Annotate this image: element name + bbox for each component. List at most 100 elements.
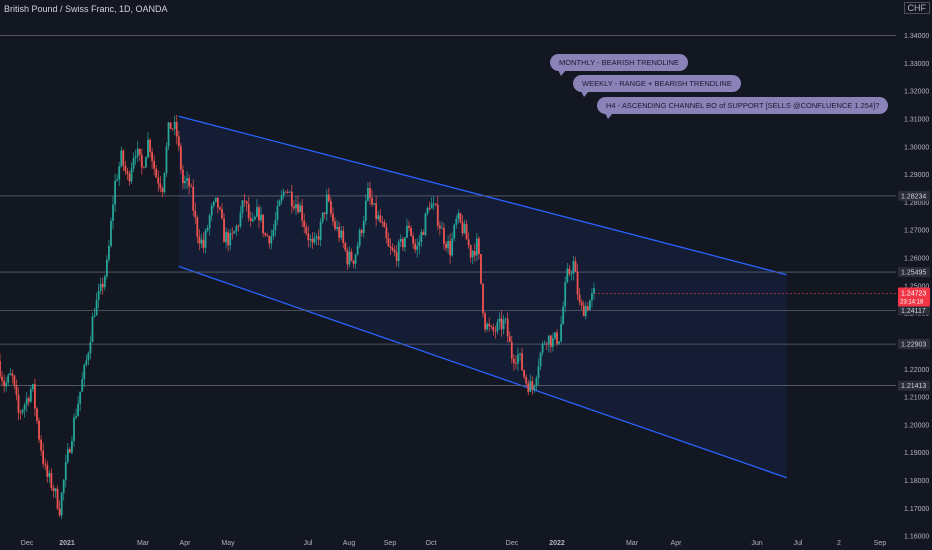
candle-body	[83, 364, 86, 380]
candle-body	[360, 230, 363, 233]
candle-body	[93, 315, 96, 317]
candle-body	[309, 238, 312, 241]
candle-body	[449, 241, 452, 256]
x-tick-label: Sep	[874, 540, 887, 547]
level-tag-label: 1.21413	[901, 383, 926, 390]
candle-body	[284, 191, 287, 193]
candle-body	[293, 206, 295, 209]
candle-body	[79, 391, 82, 404]
candle-body	[486, 323, 489, 330]
candle-body	[71, 440, 73, 453]
candle-body	[27, 398, 30, 402]
candle-body	[323, 212, 326, 214]
candle-body	[260, 214, 262, 221]
candle-body	[379, 215, 382, 222]
candle-body	[327, 194, 330, 202]
candle-body	[317, 236, 320, 240]
candle-body	[48, 473, 51, 477]
candle-body	[169, 122, 172, 129]
candle-body	[256, 207, 258, 217]
candle-body	[537, 366, 540, 378]
candle-body	[346, 250, 349, 265]
candle-body	[177, 136, 180, 147]
candle-body	[325, 194, 328, 214]
candle-body	[319, 221, 322, 240]
candle-body	[229, 233, 232, 246]
candle-body	[194, 210, 197, 218]
candle-body	[165, 146, 168, 173]
candle-body	[136, 148, 139, 157]
candle-body	[266, 234, 269, 237]
candle-body	[500, 318, 503, 330]
candle-body	[428, 207, 431, 209]
candle-body	[155, 168, 158, 178]
candle-body	[110, 220, 112, 246]
candle-body	[578, 294, 581, 303]
candle-body	[214, 197, 217, 202]
candle-body	[237, 226, 240, 227]
candle-body	[288, 191, 291, 193]
candle-body	[161, 188, 164, 193]
y-tick-label: 1.30000	[904, 144, 929, 151]
candle-body	[52, 487, 55, 492]
candle-body	[527, 383, 530, 392]
current-price-tag	[898, 287, 930, 307]
candle-body	[258, 207, 260, 221]
candle-body	[461, 221, 464, 234]
candle-body	[241, 200, 244, 213]
candle-body	[297, 204, 299, 213]
candle-body	[545, 343, 548, 345]
candle-body	[124, 165, 127, 171]
note-monthly[interactable]: MONTHLY - BEARISH TRENDLINE	[550, 54, 689, 76]
candle-body	[338, 226, 341, 238]
candle-body	[475, 238, 478, 256]
x-tick-label: Oct	[426, 540, 437, 547]
candle-body	[502, 319, 505, 330]
candle-body	[44, 463, 47, 465]
candle-body	[445, 243, 447, 249]
candle-body	[477, 238, 480, 255]
y-tick-label: 1.28000	[904, 200, 929, 207]
candle-body	[350, 251, 353, 261]
candle-body	[15, 385, 18, 396]
candle-body	[576, 271, 579, 295]
candle-body	[391, 247, 394, 251]
channel-upper-line	[178, 115, 787, 276]
candle-body	[455, 218, 458, 225]
candle-body	[210, 205, 213, 216]
candle-body	[116, 179, 119, 181]
candle-body	[408, 225, 410, 228]
candle-body	[436, 204, 439, 226]
candle-body	[447, 241, 449, 249]
candle-body	[533, 385, 536, 390]
candle-body	[525, 376, 528, 384]
candle-body	[29, 389, 32, 402]
y-tick-label: 1.26000	[904, 256, 929, 263]
candle-body	[147, 139, 149, 158]
candle-body	[118, 166, 121, 180]
note-weekly[interactable]: WEEKLY - RANGE + BEARISH TRENDLINE	[573, 75, 741, 97]
candle-body	[574, 261, 577, 272]
x-tick-label: Dec	[21, 540, 34, 547]
candle-body	[412, 236, 415, 244]
candle-body	[443, 227, 445, 244]
candle-body	[223, 218, 225, 243]
candle-body	[562, 306, 565, 325]
candle-body	[50, 473, 53, 488]
candle-body	[19, 412, 22, 414]
candle-body	[383, 221, 386, 228]
candle-body	[554, 332, 556, 339]
candle-body	[97, 290, 100, 300]
candle-body	[295, 204, 297, 209]
candle-body	[469, 245, 472, 258]
x-tick-label: Aug	[343, 540, 356, 547]
candle-body	[190, 186, 193, 188]
note-h4[interactable]: H4 - ASCENDING CHANNEL BO of SUPPORT [SE…	[597, 97, 889, 119]
candle-body	[233, 231, 236, 234]
candle-body	[580, 302, 583, 306]
candle-body	[539, 352, 542, 367]
candle-body	[64, 461, 67, 481]
candle-body	[519, 353, 521, 355]
level-tag-label: 1.24117	[901, 308, 926, 315]
